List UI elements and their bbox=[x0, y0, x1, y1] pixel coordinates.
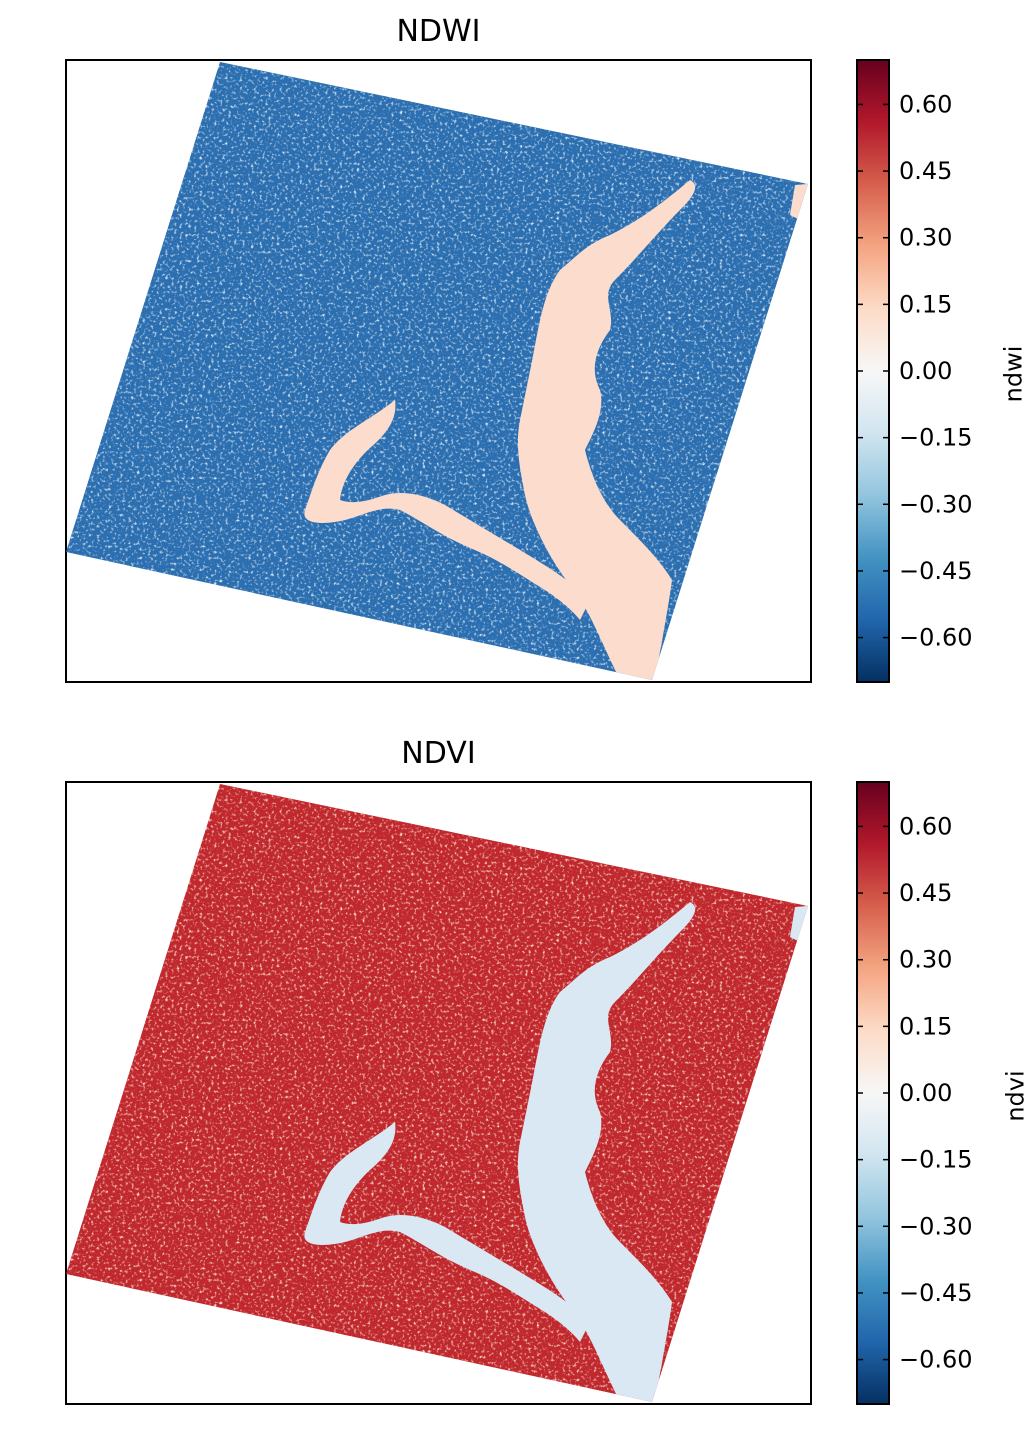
colorbar-tick-label: −0.30 bbox=[899, 490, 973, 518]
raster-scene bbox=[66, 784, 808, 1402]
colorbar-tick-label: 0.15 bbox=[899, 1012, 952, 1040]
colorbar-tick-label: −0.30 bbox=[899, 1212, 973, 1240]
colorbar-tick-label: −0.15 bbox=[899, 1146, 973, 1174]
colorbar-label: ndwi bbox=[999, 345, 1028, 403]
ndvi-panel: NDVI bbox=[0, 722, 1028, 1440]
raster-scene bbox=[66, 62, 808, 680]
colorbar-tick-label: 0.15 bbox=[899, 290, 952, 318]
ndwi-panel: NDWI bbox=[0, 0, 1028, 718]
colorbar-tick-label: 0.00 bbox=[899, 357, 952, 385]
ndvi-chart: 0.60 0.45 0.30 0.15 0.00 −0.15 −0.30 −0.45 −0.60 bbox=[65, 781, 973, 1405]
colorbar-tick-label: −0.60 bbox=[899, 1346, 973, 1374]
colorbar-tick-label: 0.45 bbox=[899, 157, 952, 185]
colorbar-tick-label: 0.00 bbox=[899, 1079, 952, 1107]
colorbar-tick-label: −0.15 bbox=[899, 424, 973, 452]
colorbar-tick-label: 0.60 bbox=[899, 90, 952, 118]
chart-title: NDWI bbox=[396, 14, 481, 49]
colorbar-tick-label: 0.30 bbox=[899, 224, 952, 252]
colorbar-tick-label: 0.45 bbox=[899, 879, 952, 907]
colorbar-tick-label: 0.60 bbox=[899, 812, 952, 840]
colorbar-tick-label: −0.60 bbox=[899, 624, 973, 652]
colorbar-ticks: 0.60 0.45 0.30 0.15 0.00 −0.15 −0.30 −0.45 −0.60 bbox=[857, 90, 973, 652]
colorbar-label: ndvi bbox=[1001, 1070, 1028, 1122]
chart-title: NDVI bbox=[401, 736, 476, 771]
colorbar-tick-label: 0.30 bbox=[899, 946, 952, 974]
colorbar-ticks: 0.60 0.45 0.30 0.15 0.00 −0.15 −0.30 −0.45 −0.60 bbox=[857, 812, 973, 1374]
water-body bbox=[304, 902, 808, 1402]
colorbar-tick-label: −0.45 bbox=[899, 1279, 973, 1307]
ndwi-chart: 0.60 0.45 0.30 0.15 0.00 −0.15 −0.30 −0.45 −0.60 bbox=[65, 59, 973, 683]
water-body bbox=[304, 180, 808, 680]
colorbar-tick-label: −0.45 bbox=[899, 557, 973, 585]
